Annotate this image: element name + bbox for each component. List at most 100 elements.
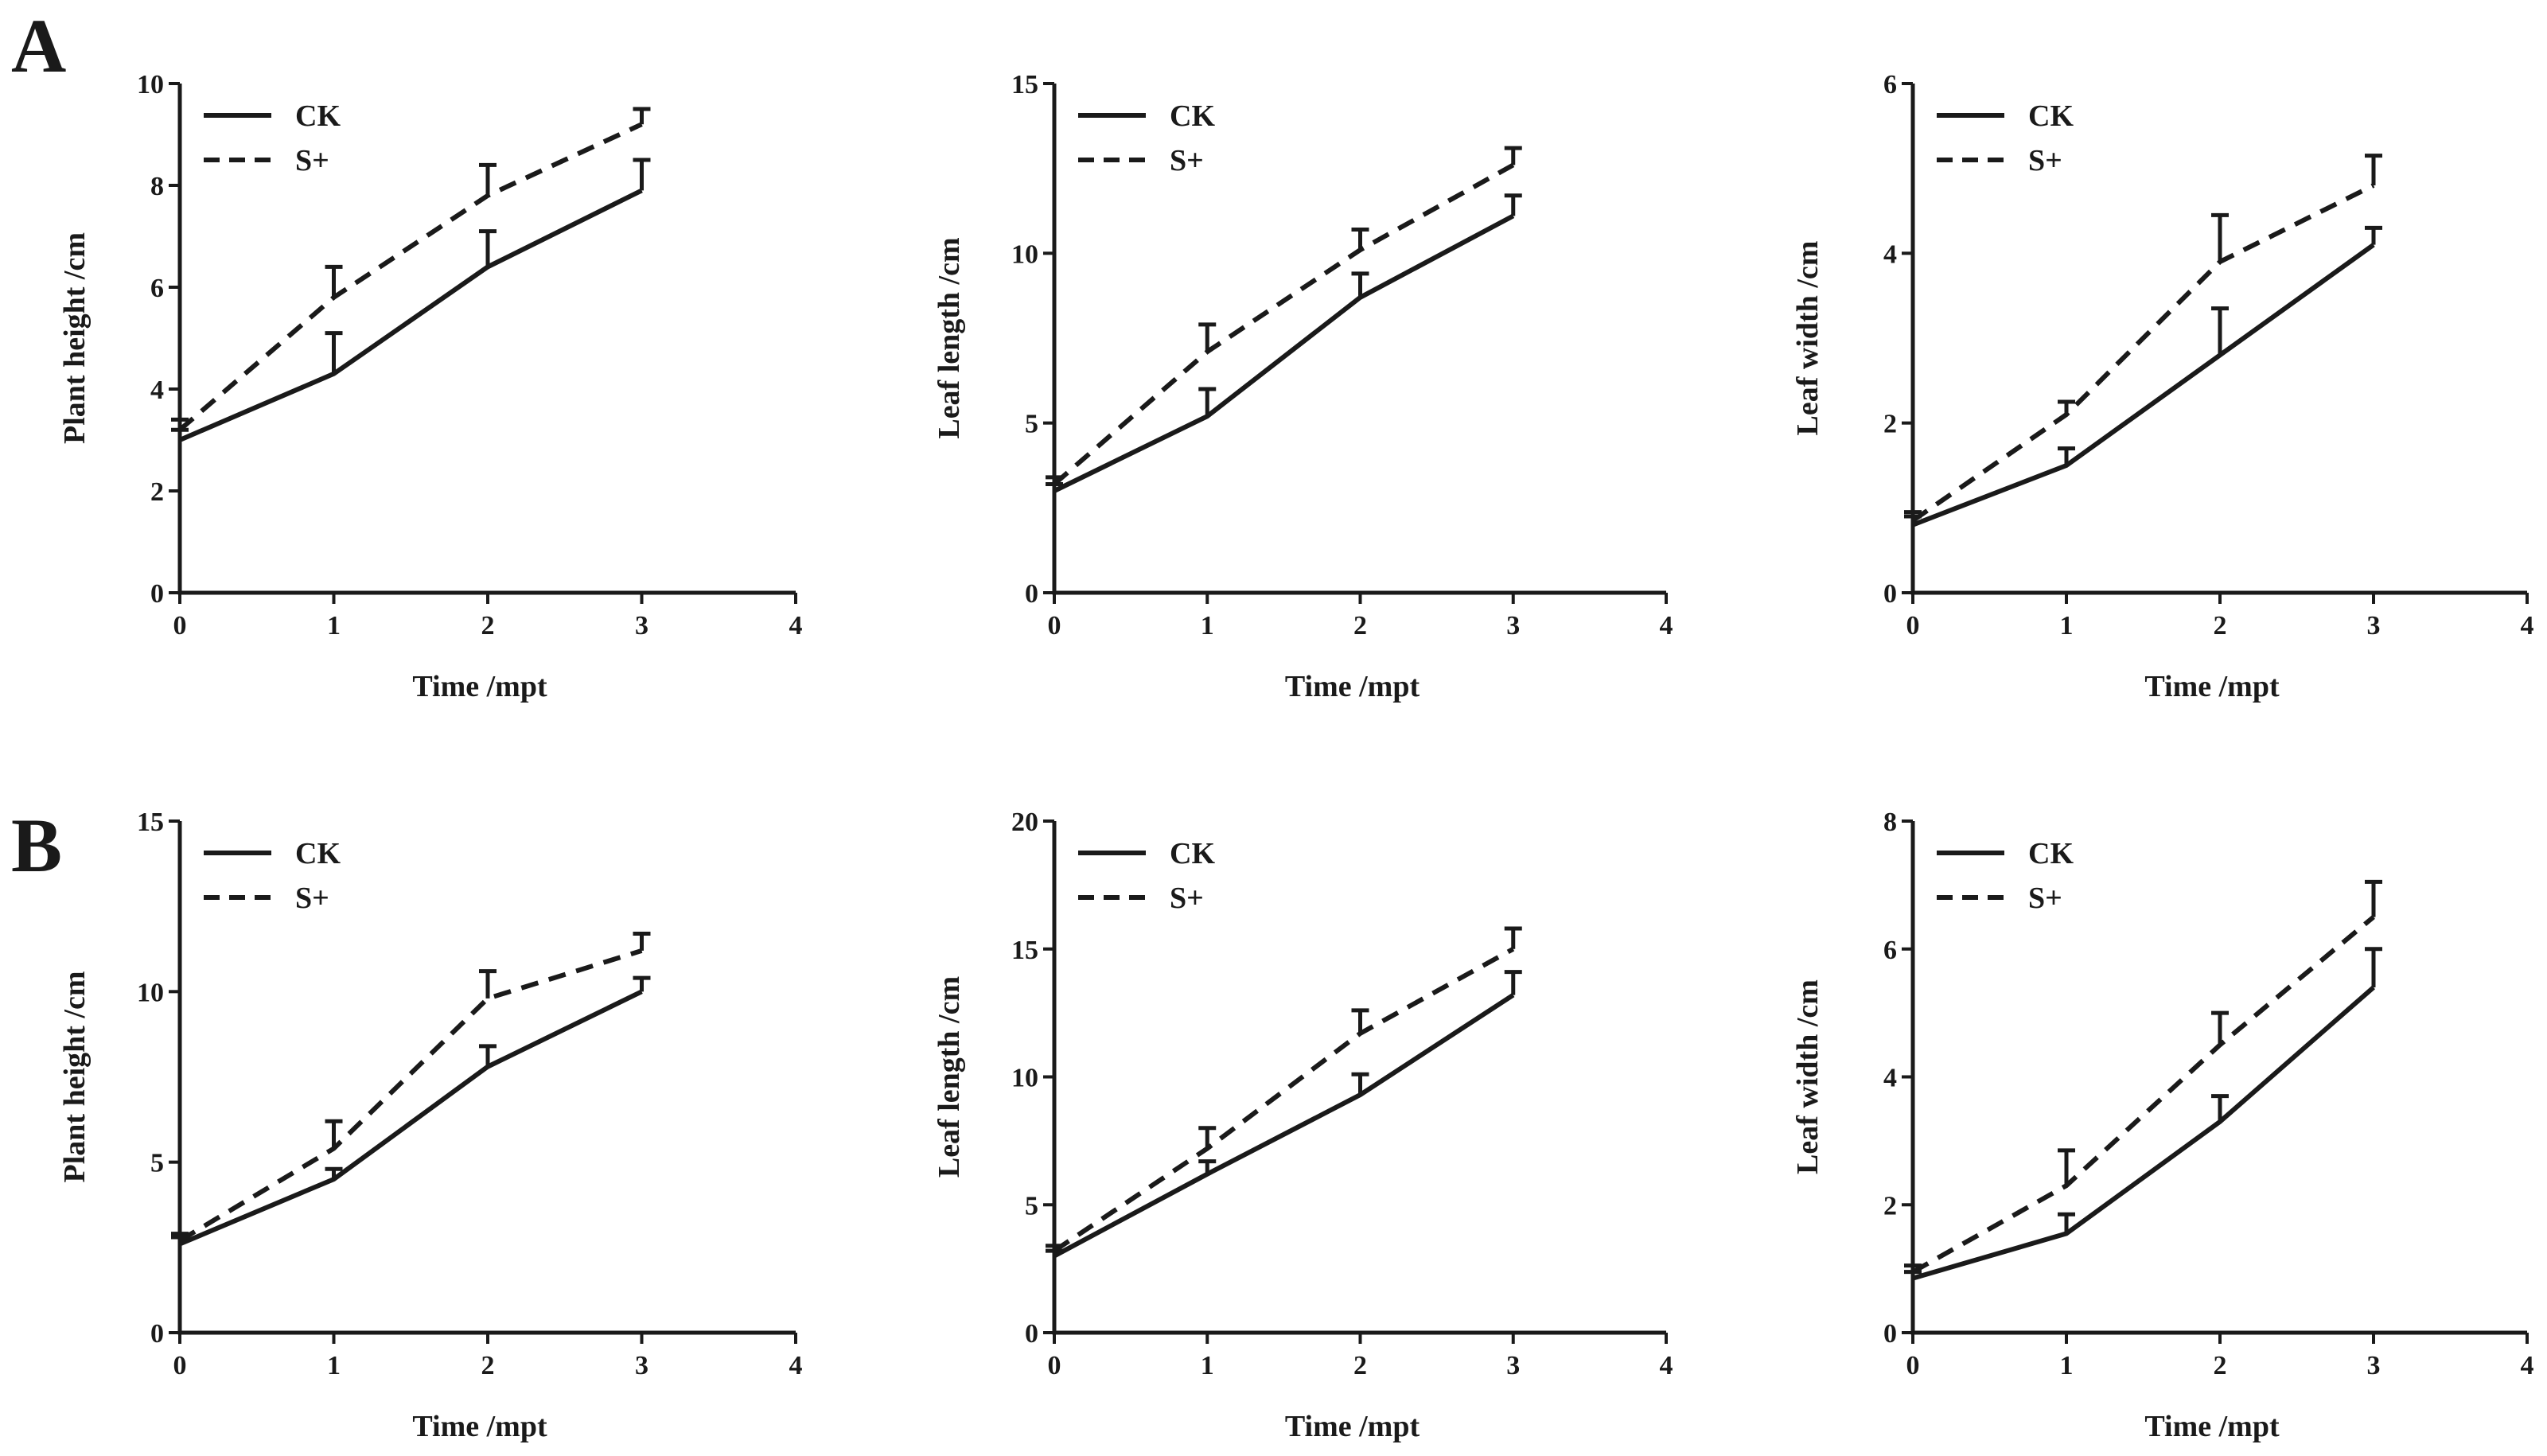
chart-a-1: 0 2 4 6 8 10 0 1 2 3 4 Time /mpt Plant height /cm CK S… [58, 70, 803, 703]
y-tick-label: 10 [1011, 1064, 1038, 1093]
y-axis-title: Plant height /cm [58, 232, 92, 444]
x-tick-label: 2 [481, 1351, 495, 1380]
error-bar [2058, 446, 2075, 465]
x-tick-label: 2 [1353, 1351, 1367, 1380]
legend-label: CK [295, 99, 341, 133]
y-tick-label: 2 [1883, 410, 1897, 439]
error-bar [171, 1232, 189, 1241]
x-tick-label: 4 [789, 1351, 803, 1380]
y-tick-label: 10 [137, 70, 164, 99]
axes [1910, 821, 2527, 1335]
y-tick-label: 6 [1883, 936, 1897, 965]
y-tick-label: 0 [1883, 579, 1897, 609]
error-bar [1046, 475, 1063, 485]
y-tick-label: 6 [150, 274, 164, 303]
series-splus-line [1053, 162, 1515, 486]
y-tick-label: 4 [150, 376, 164, 405]
error-bar [1198, 322, 1217, 352]
y-tick-label: 0 [1883, 1319, 1897, 1349]
error-bar [325, 1166, 343, 1180]
x-axis-title: Time /mpt [1285, 1410, 1420, 1443]
x-tick-label: 0 [173, 1351, 187, 1380]
x-tick-label: 0 [1048, 611, 1061, 640]
x-tick-label: 1 [2060, 611, 2074, 640]
y-tick-label: 8 [150, 172, 164, 201]
error-bar [2365, 947, 2382, 987]
series-ck-line [178, 188, 643, 442]
y-tick-label: 10 [1011, 239, 1038, 269]
x-tick-label: 3 [635, 611, 648, 640]
error-bar [325, 331, 343, 374]
x-tick-label: 1 [1201, 611, 1214, 640]
legend-label: CK [2028, 837, 2074, 870]
y-tick-label: 0 [1025, 579, 1038, 609]
error-bar [633, 975, 651, 992]
error-bar [2058, 1212, 2075, 1234]
y-tick-label: 5 [150, 1149, 164, 1178]
error-bar [633, 158, 651, 191]
x-axis-title: Time /mpt [412, 670, 547, 703]
y-axis-title: Leaf length /cm [933, 976, 966, 1178]
series-ck-line [178, 989, 643, 1247]
y-tick-label: 15 [1011, 70, 1038, 99]
chart-b-2: 0 5 10 15 20 0 1 2 3 4 Time /mpt Leaf length /cm CK S… [933, 808, 1673, 1443]
error-bar [2211, 1010, 2229, 1045]
y-tick-label: 20 [1011, 808, 1038, 837]
error-bar [479, 229, 497, 267]
legend-label: CK [1170, 99, 1215, 133]
x-tick-label: 4 [2521, 1351, 2534, 1380]
series-ck-line [1911, 243, 2375, 528]
error-bar [325, 1119, 343, 1149]
error-bar [2058, 1148, 2075, 1186]
series-splus-line [178, 948, 643, 1243]
x-tick-label: 2 [1353, 611, 1367, 640]
error-bar [325, 264, 343, 298]
panel-label-b: B [11, 803, 62, 888]
error-bar [479, 162, 497, 196]
series-ck-line [1053, 213, 1515, 493]
error-bar [1504, 926, 1522, 949]
y-tick-label: 10 [137, 978, 164, 1007]
legend-label: CK [295, 837, 341, 870]
y-tick-label: 8 [1883, 808, 1897, 837]
error-bar [2211, 1094, 2229, 1122]
x-tick-label: 2 [2214, 1351, 2227, 1380]
error-bar [1198, 387, 1217, 417]
series-splus-line [178, 122, 643, 432]
y-tick-label: 6 [1883, 70, 1897, 99]
error-bar [1046, 1244, 1063, 1252]
y-tick-label: 5 [1025, 410, 1038, 439]
error-bar [1351, 227, 1369, 251]
error-bar [1504, 970, 1522, 995]
y-tick-label: 5 [1025, 1191, 1038, 1220]
error-bar [1046, 481, 1063, 491]
legend-label: CK [2028, 99, 2074, 133]
x-tick-label: 3 [635, 1351, 648, 1380]
x-tick-label: 3 [1506, 611, 1520, 640]
y-axis-title: Leaf width /cm [1791, 979, 1825, 1174]
panel-label-a: A [11, 3, 66, 88]
legend-label: CK [1170, 837, 1215, 870]
error-bar [479, 969, 497, 999]
x-tick-label: 4 [789, 611, 803, 640]
legend-label: S+ [2028, 882, 2062, 915]
y-tick-label: 4 [1883, 239, 1897, 269]
error-bar [2365, 225, 2382, 245]
error-bar [1351, 1072, 1369, 1096]
error-bar [1904, 510, 1922, 521]
error-bar [1198, 1126, 1217, 1149]
y-tick-label: 0 [1025, 1319, 1038, 1349]
x-axis-title: Time /mpt [2144, 1410, 2280, 1443]
x-tick-label: 3 [2367, 611, 2381, 640]
axes [1052, 84, 1666, 595]
x-tick-label: 0 [1906, 611, 1920, 640]
error-bar [633, 107, 651, 125]
error-bar [633, 931, 651, 951]
series-splus-line [1911, 183, 2375, 523]
x-tick-label: 0 [1906, 1351, 1920, 1380]
error-bar [2365, 154, 2382, 185]
x-tick-label: 3 [1506, 1351, 1520, 1380]
error-bar [1351, 1008, 1369, 1034]
x-tick-label: 1 [327, 1351, 341, 1380]
